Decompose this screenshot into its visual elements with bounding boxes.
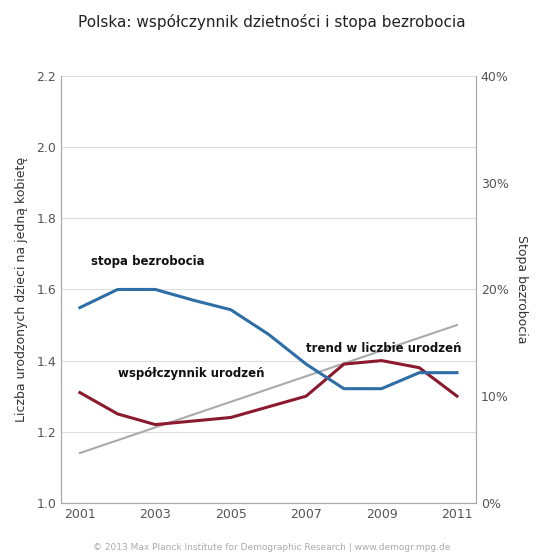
Text: Polska: współczynnik dzietności i stopa bezrobocia: Polska: współczynnik dzietności i stopa …: [78, 14, 465, 30]
Y-axis label: Stopa bezrobocia: Stopa bezrobocia: [515, 235, 528, 344]
Y-axis label: Liczba urodzonych dzieci na jedną kobietę: Liczba urodzonych dzieci na jedną kobiet…: [15, 157, 28, 422]
Text: stopa bezrobocia: stopa bezrobocia: [91, 254, 205, 268]
Text: trend w liczbie urodzeń: trend w liczbie urodzeń: [306, 341, 462, 355]
Text: © 2013 Max Planck Institute for Demographic Research | www.demogr.mpg.de: © 2013 Max Planck Institute for Demograp…: [93, 542, 450, 552]
Text: współczynnik urodzeń: współczynnik urodzeń: [118, 367, 264, 379]
